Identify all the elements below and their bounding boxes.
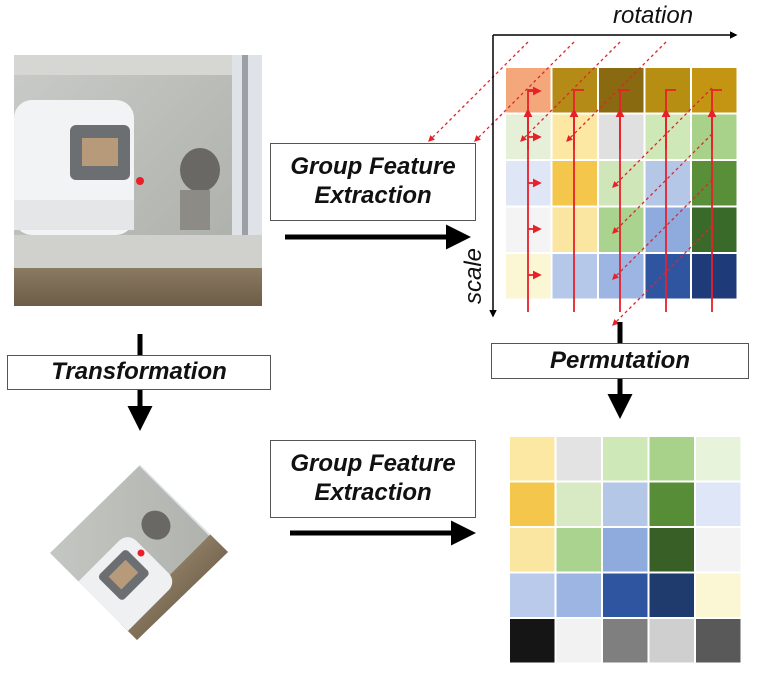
keypoint-marker (136, 177, 144, 185)
top-grid-cell-4-4 (692, 254, 737, 299)
bottom-grid-cell-3-2 (603, 574, 648, 618)
bottom-grid-cell-4-2 (603, 619, 648, 663)
group-feature-extraction-label-top: Group Feature Extraction (270, 143, 476, 221)
bottom-grid-cell-3-3 (650, 574, 695, 618)
bottom-grid-cell-2-4 (696, 528, 741, 572)
top-grid-cell-2-2 (599, 161, 644, 206)
top-grid-cell-3-3 (646, 208, 691, 253)
permutation-label: Permutation (491, 343, 749, 379)
bottom-grid-cell-1-4 (696, 483, 741, 527)
bottom-grid-cell-2-1 (557, 528, 602, 572)
label-line-1: Group Feature (290, 450, 455, 479)
top-grid-cell-3-4 (692, 208, 737, 253)
bottom-grid-cell-3-1 (557, 574, 602, 618)
top-grid-cell-1-3 (646, 115, 691, 160)
top-grid-cell-4-2 (599, 254, 644, 299)
bottom-grid-cell-0-4 (696, 437, 741, 481)
group-feature-grid-permuted (510, 437, 741, 663)
bottom-grid-cell-2-3 (650, 528, 695, 572)
bottom-grid-cell-1-1 (557, 483, 602, 527)
group-feature-grid-original (506, 68, 737, 299)
top-grid-cell-4-3 (646, 254, 691, 299)
top-grid-cell-1-4 (692, 115, 737, 160)
bottom-grid-cell-0-1 (557, 437, 602, 481)
transformed-image (15, 428, 265, 676)
bottom-grid-cell-3-4 (696, 574, 741, 618)
bottom-grid-cell-1-3 (650, 483, 695, 527)
keypoint-marker-transformed (138, 550, 145, 557)
scale-axis-label: scale (460, 248, 488, 304)
bottom-grid-cell-0-0 (510, 437, 555, 481)
original-image (14, 55, 262, 306)
bottom-grid-cell-4-4 (696, 619, 741, 663)
top-grid-cell-2-4 (692, 161, 737, 206)
label-line-2: Extraction (314, 182, 431, 211)
bottom-grid-cell-4-0 (510, 619, 555, 663)
top-grid-cell-1-2 (599, 115, 644, 160)
label-line-1: Group Feature (290, 153, 455, 182)
top-grid-cell-3-2 (599, 208, 644, 253)
bottom-grid-cell-4-3 (650, 619, 695, 663)
label-line-2: Extraction (314, 479, 431, 508)
bottom-grid-cell-4-1 (557, 619, 602, 663)
bottom-grid-cell-2-0 (510, 528, 555, 572)
bottom-grid-cell-1-2 (603, 483, 648, 527)
top-grid-cell-2-3 (646, 161, 691, 206)
bottom-grid-cell-0-2 (603, 437, 648, 481)
transformation-label: Transformation (7, 355, 271, 390)
group-feature-extraction-label-bottom: Group Feature Extraction (270, 440, 476, 518)
bottom-grid-cell-1-0 (510, 483, 555, 527)
bottom-grid-cell-3-0 (510, 574, 555, 618)
bottom-grid-cell-0-3 (650, 437, 695, 481)
rotation-axis-label: rotation (613, 2, 693, 30)
bottom-grid-cell-2-2 (603, 528, 648, 572)
